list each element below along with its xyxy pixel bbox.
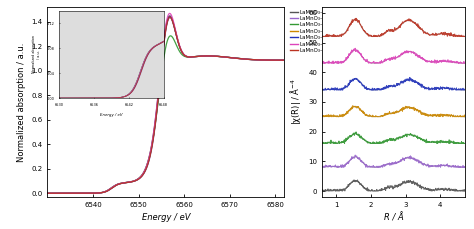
Legend: LaMnO₃-600C, LaMnO₃-650C, LaMnO₃-700C, LaMnO₃-800C, LaMnO₃-850C, LaMnO₃-900C, La: LaMnO₃-600C, LaMnO₃-650C, LaMnO₃-700C, L… [290,10,337,53]
X-axis label: R / Å: R / Å [383,213,403,223]
X-axis label: Energy / eV: Energy / eV [142,213,190,222]
Y-axis label: |χ(R)| / Å$^{-4}$: |χ(R)| / Å$^{-4}$ [288,78,303,125]
Y-axis label: Normalized absorption / a.u.: Normalized absorption / a.u. [17,42,26,162]
